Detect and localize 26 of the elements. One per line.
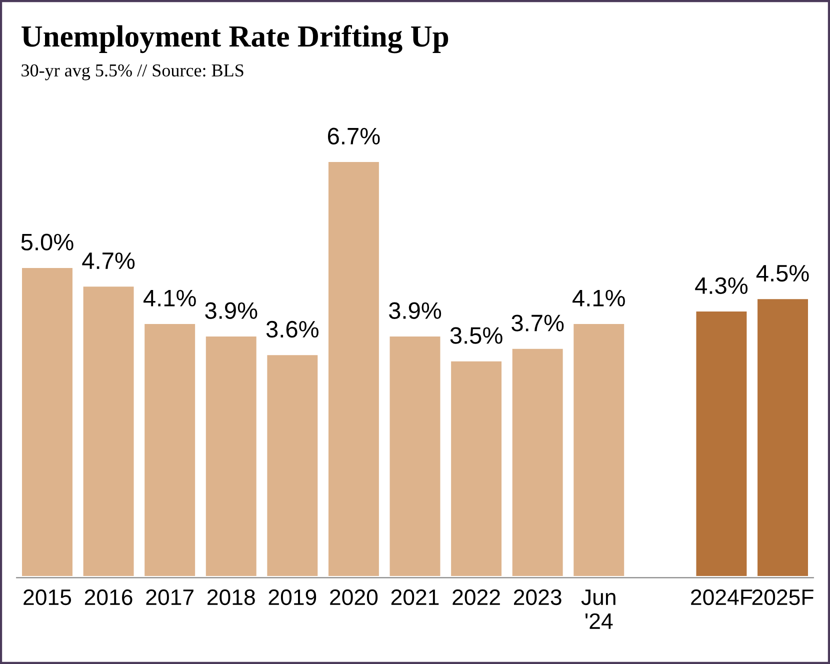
x-tick-label: Jun '24 (581, 590, 616, 629)
chart-subtitle: 30-yr avg 5.5% // Source: BLS (22, 64, 244, 80)
data-label: 4.7% (82, 252, 135, 270)
data-label: 3.6% (266, 320, 318, 338)
data-label: 4.1% (572, 290, 625, 306)
x-tick-label: 2016 (84, 589, 132, 606)
x-tick-label: 2024F (691, 589, 752, 606)
x-tick-label: 2025F (752, 589, 814, 606)
x-tick-label: 2023 (514, 589, 562, 606)
x-tick-label: 2020 (330, 589, 378, 606)
x-tick-label: 2018 (208, 589, 255, 606)
chart-title: Unemployment Rate Drifting Up (22, 24, 448, 54)
data-label: 4.5% (756, 264, 809, 282)
data-label: 3.7% (512, 314, 564, 332)
data-label: 6.7% (328, 128, 380, 145)
x-tick-label: 2022 (452, 589, 500, 606)
data-label: 3.9% (205, 302, 258, 319)
x-tick-label: 2021 (391, 589, 439, 606)
data-label: 5.0% (21, 234, 74, 250)
data-label: 4.3% (695, 277, 748, 294)
x-tick-label: 2015 (24, 589, 72, 606)
x-tick-label: 2017 (146, 589, 194, 606)
data-label: 3.5% (450, 327, 502, 344)
data-label: 4.1% (143, 290, 196, 306)
data-label: 3.9% (388, 302, 442, 319)
x-tick-label: 2019 (268, 589, 316, 606)
